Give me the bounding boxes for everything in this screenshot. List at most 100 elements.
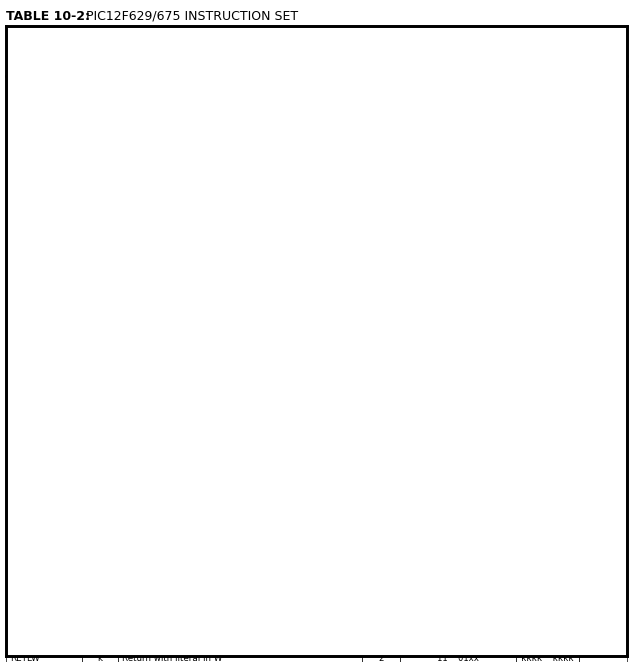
Text: f, b: f, b	[93, 447, 107, 456]
Bar	[6, 236, 82, 253]
Bar	[82, 236, 118, 253]
Text: Z: Z	[600, 222, 606, 232]
Bar	[82, 426, 118, 443]
Bar	[579, 270, 627, 287]
Text: ANDWF: ANDWF	[10, 119, 43, 128]
Text: f, d: f, d	[93, 119, 107, 128]
Bar	[400, 287, 516, 305]
Bar	[400, 339, 516, 356]
Bar	[6, 184, 82, 201]
Bar	[362, 115, 400, 132]
Bar	[82, 530, 118, 547]
Bar	[516, 287, 579, 305]
Text: Decrement f, Skip if 0: Decrement f, Skip if 0	[122, 205, 217, 214]
Text: 00  1010: 00 1010	[437, 222, 479, 232]
Text: f, b: f, b	[93, 481, 107, 491]
Bar	[579, 564, 627, 581]
Text: f, d: f, d	[93, 395, 107, 404]
Bar	[400, 26, 579, 53]
Text: 1: 1	[379, 102, 384, 111]
Text: CLRF: CLRF	[10, 136, 32, 146]
Bar	[82, 477, 118, 495]
Bar	[82, 322, 118, 339]
Bar	[516, 98, 579, 115]
Bar	[82, 391, 118, 408]
Text: 11  00xx: 11 00xx	[437, 620, 479, 629]
Bar	[118, 253, 362, 270]
Bar	[579, 236, 627, 253]
Text: Subtract W from f: Subtract W from f	[122, 360, 199, 369]
Text: f, d: f, d	[93, 205, 107, 214]
Text: Z: Z	[600, 136, 606, 146]
Text: 1fff  ffff: 1fff ffff	[521, 291, 573, 301]
Text: IORLW: IORLW	[10, 602, 38, 612]
Text: AND literal with W: AND literal with W	[122, 534, 202, 543]
Text: BCF: BCF	[10, 430, 27, 439]
Bar	[6, 581, 82, 598]
Bar	[6, 408, 627, 426]
Bar	[82, 564, 118, 581]
Text: dfff  ffff: dfff ffff	[521, 360, 573, 369]
Bar	[362, 270, 400, 287]
Bar	[6, 391, 82, 408]
Text: TO,PD: TO,PD	[589, 568, 617, 577]
Bar	[400, 150, 516, 167]
Bar	[516, 305, 579, 322]
Text: Clear Watchdog Timer: Clear Watchdog Timer	[122, 568, 220, 577]
Bar	[516, 512, 579, 530]
Text: MOVWF: MOVWF	[10, 291, 44, 301]
Bar	[362, 391, 400, 408]
Bar	[362, 581, 400, 598]
Text: 10  0kkk: 10 0kkk	[437, 551, 479, 560]
Text: k: k	[97, 620, 103, 629]
Bar	[516, 339, 579, 356]
Text: TABLE 10-2:: TABLE 10-2:	[6, 9, 90, 23]
Bar	[6, 201, 82, 218]
Bar	[579, 98, 627, 115]
Bar	[82, 201, 118, 218]
Text: Return with literal in W: Return with literal in W	[122, 654, 222, 662]
Text: BSF: BSF	[10, 447, 27, 456]
Bar	[579, 426, 627, 443]
Text: INCF: INCF	[10, 222, 30, 232]
Text: Rotate Right f through Carry: Rotate Right f through Carry	[122, 343, 246, 352]
Text: CALL: CALL	[10, 551, 32, 560]
Text: Move f: Move f	[122, 274, 151, 283]
Text: Call subroutine: Call subroutine	[122, 551, 188, 560]
Bar	[400, 530, 516, 547]
Text: C,DC,Z: C,DC,Z	[588, 516, 618, 526]
Text: CLRWDT: CLRWDT	[10, 568, 47, 577]
Bar	[400, 98, 516, 115]
Bar	[82, 167, 118, 184]
Bar	[118, 512, 362, 530]
Bar	[6, 356, 82, 373]
Text: Exclusive OR W with f: Exclusive OR W with f	[122, 395, 217, 404]
Bar	[579, 373, 627, 391]
Text: f: f	[99, 136, 101, 146]
Text: f, d: f, d	[93, 188, 107, 197]
Text: 01  11bb: 01 11bb	[437, 481, 479, 491]
Bar	[82, 253, 118, 270]
Text: 00  1101: 00 1101	[437, 326, 479, 335]
Bar	[6, 270, 82, 287]
Text: Complement f: Complement f	[122, 171, 184, 180]
Text: 00  0000: 00 0000	[437, 637, 479, 646]
Bar	[82, 443, 118, 460]
Text: k: k	[97, 534, 103, 543]
Bar	[118, 547, 362, 564]
Bar	[6, 443, 82, 460]
Bar	[579, 26, 627, 76]
Text: PIC12F629/675 INSTRUCTION SET: PIC12F629/675 INSTRUCTION SET	[74, 9, 298, 23]
Text: LSb: LSb	[555, 60, 571, 70]
Text: 00  0101: 00 0101	[437, 119, 479, 128]
Text: k: k	[97, 654, 103, 662]
Text: k: k	[97, 602, 103, 612]
Bar	[118, 477, 362, 495]
Bar	[400, 236, 516, 253]
Text: dfff  ffff: dfff ffff	[521, 171, 573, 180]
Text: 1fff  ffff: 1fff ffff	[521, 136, 573, 146]
Text: bfff  ffff: bfff ffff	[521, 464, 573, 473]
Text: ADDWF: ADDWF	[10, 102, 43, 111]
Text: k: k	[97, 516, 103, 526]
Bar	[362, 547, 400, 564]
